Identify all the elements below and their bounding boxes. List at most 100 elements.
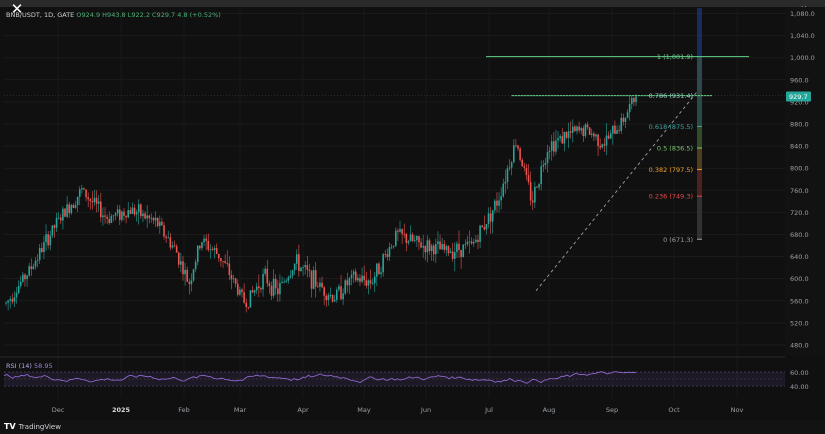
time-tick-label: Jun	[420, 406, 431, 414]
candle	[127, 201, 130, 219]
candle	[397, 228, 399, 241]
candle	[346, 272, 349, 293]
candle	[188, 278, 191, 295]
candle-body	[104, 215, 106, 217]
fib-zone	[697, 8, 702, 91]
candle	[523, 162, 526, 172]
candle-body	[380, 272, 382, 275]
candle	[218, 253, 220, 263]
candle-body	[443, 243, 446, 250]
candle	[390, 243, 393, 250]
candle	[287, 275, 290, 284]
candle-body	[196, 245, 199, 262]
candle-body	[182, 261, 184, 275]
candle-body	[127, 210, 130, 218]
candle-body	[148, 215, 151, 219]
candle	[348, 276, 351, 295]
candle	[291, 269, 294, 279]
candle-body	[175, 246, 178, 253]
candle	[59, 213, 62, 225]
tradingview-logo[interactable]: TV TradingView	[4, 422, 61, 431]
candle-body	[449, 251, 452, 254]
candle	[247, 306, 250, 310]
candle-body	[289, 275, 292, 278]
candle	[487, 207, 490, 229]
candle-body	[112, 215, 115, 217]
candle	[207, 233, 210, 252]
candle-body	[211, 249, 214, 250]
candle	[232, 274, 235, 284]
candle	[89, 198, 92, 210]
candle-body	[540, 166, 542, 185]
candle-body	[451, 251, 454, 259]
candle	[169, 232, 172, 251]
candle-body	[557, 138, 559, 141]
candle	[123, 207, 125, 221]
candle-body	[121, 211, 123, 220]
candle-body	[264, 268, 266, 274]
candle	[78, 186, 81, 206]
candle-body	[523, 166, 526, 168]
candle	[618, 125, 620, 134]
candle-body	[199, 245, 201, 249]
candle-body	[536, 186, 538, 188]
candle	[100, 192, 102, 223]
candle-body	[418, 236, 420, 243]
candle	[171, 241, 174, 250]
candle	[45, 224, 47, 251]
candle	[350, 269, 353, 286]
candle	[140, 203, 142, 219]
candle-body	[247, 307, 250, 308]
candle	[544, 157, 547, 169]
candle-body	[180, 261, 182, 265]
candle	[190, 273, 193, 292]
candle-body	[344, 280, 347, 294]
candle-body	[563, 131, 566, 144]
candle	[102, 207, 104, 226]
price-tick-label: 480.0	[790, 341, 809, 349]
candle-body	[527, 175, 530, 183]
candle-body	[298, 254, 300, 272]
candle-body	[165, 236, 167, 238]
candle-body	[314, 270, 317, 287]
price-tick-label: 840.0	[790, 143, 809, 151]
candle	[489, 206, 492, 234]
candle-body	[628, 103, 631, 113]
candle-body	[595, 134, 597, 137]
candle	[144, 211, 146, 220]
candle-body	[293, 263, 296, 271]
candle	[28, 262, 30, 278]
candle	[142, 209, 144, 223]
candle	[525, 163, 528, 181]
fib-level-label: 0.5 (836.5)	[657, 145, 693, 153]
candle	[529, 171, 532, 206]
candle	[325, 293, 328, 307]
candle	[620, 113, 623, 134]
time-tick-label: Dec	[52, 406, 65, 414]
candle-body	[245, 302, 248, 308]
candle-body	[371, 283, 374, 284]
candle	[557, 131, 559, 149]
candle-body	[295, 254, 298, 264]
last-price-tag	[786, 91, 811, 102]
candle	[76, 196, 79, 213]
fib-zone	[697, 148, 702, 170]
candle	[612, 125, 614, 145]
candle	[281, 276, 283, 284]
rsi-axis-label: 60.00	[790, 369, 809, 377]
candle-body	[481, 225, 483, 228]
candle-body	[125, 215, 127, 218]
candle-body	[561, 136, 564, 144]
candle-body	[477, 239, 479, 243]
candle	[494, 198, 496, 214]
candle-body	[152, 217, 155, 221]
candle-body	[232, 278, 235, 280]
candle	[546, 144, 549, 173]
candle	[378, 261, 380, 275]
candle-body	[36, 260, 39, 261]
candle	[293, 263, 296, 276]
candle-body	[329, 295, 332, 296]
candle-body	[508, 167, 511, 169]
candle-body	[373, 276, 376, 284]
